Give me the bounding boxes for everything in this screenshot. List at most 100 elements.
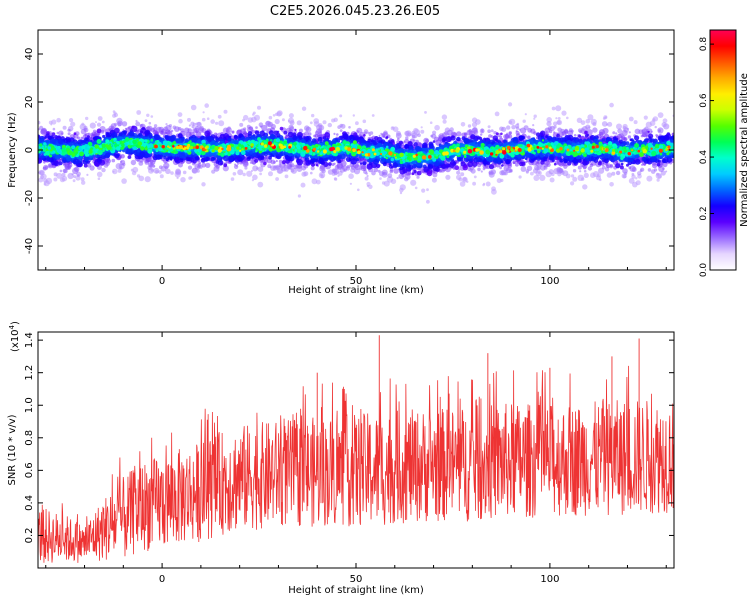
heatmap-cell xyxy=(236,162,240,165)
heatmap-cell xyxy=(378,134,381,137)
heatmap-cell xyxy=(215,160,220,164)
heatmap-cell xyxy=(654,125,657,129)
heatmap-cell xyxy=(518,175,522,179)
heatmap-cell xyxy=(254,158,259,163)
heatmap-cell xyxy=(512,161,516,165)
heatmap-cell xyxy=(609,182,614,187)
heatmap-cell xyxy=(82,139,87,144)
heatmap-cell xyxy=(206,117,210,120)
heatmap-cell xyxy=(270,165,276,171)
heatmap-cell xyxy=(53,160,58,166)
heatmap-cell xyxy=(261,124,268,132)
heatmap-cell xyxy=(150,115,154,118)
heatmap-cell xyxy=(503,134,509,140)
heatmap-cell xyxy=(653,168,658,172)
heatmap-cell xyxy=(449,162,455,169)
heatmap-cell xyxy=(310,166,315,171)
heatmap-cell xyxy=(546,121,552,127)
heatmap-cell xyxy=(115,163,123,170)
heatmap-cell xyxy=(165,168,171,175)
heatmap-cell xyxy=(404,176,409,182)
heatmap-cell xyxy=(507,134,513,139)
heatmap-cell xyxy=(414,186,418,190)
heatmap-cell xyxy=(215,133,218,136)
heatmap-cell xyxy=(472,181,476,186)
heatmap-cell xyxy=(80,177,85,182)
heatmap-cell xyxy=(314,133,319,138)
heatmap-cell xyxy=(151,164,155,168)
heatmap-cell xyxy=(158,170,162,174)
heatmap-cell xyxy=(386,176,394,183)
heatmap-cell xyxy=(487,129,491,133)
heatmap-cell xyxy=(607,121,613,127)
heatmap-cell xyxy=(81,180,86,185)
heatmap-cell xyxy=(348,126,351,129)
heatmap-cell xyxy=(187,165,193,170)
heatmap-cell xyxy=(87,135,90,139)
heatmap-cell xyxy=(195,130,199,133)
heatmap-cell xyxy=(293,164,298,170)
heatmap-cell xyxy=(357,188,360,192)
heatmap-cell xyxy=(175,168,181,175)
heatmap-cell xyxy=(657,127,664,134)
heatmap-cell xyxy=(577,128,583,133)
heatmap-cell xyxy=(421,188,426,193)
heatmap-cell xyxy=(342,165,348,171)
heatmap-cell xyxy=(387,173,393,179)
heatmap-cell xyxy=(62,168,67,173)
heatmap-cell xyxy=(487,125,491,129)
heatmap-cell xyxy=(431,133,437,139)
heatmap-cell xyxy=(354,164,361,171)
heatmap-cell xyxy=(272,114,276,117)
heatmap-cell xyxy=(561,110,567,116)
heatmap-cell xyxy=(477,163,482,168)
heatmap-cell xyxy=(53,172,58,177)
heatmap-cell xyxy=(308,132,312,136)
heatmap-cell xyxy=(456,131,462,137)
heatmap-cell xyxy=(45,177,53,185)
heatmap-cell xyxy=(446,129,453,136)
heatmap-cell xyxy=(555,105,562,112)
heatmap-cell xyxy=(166,130,173,137)
heatmap-cell xyxy=(617,128,623,134)
heatmap-cell xyxy=(327,122,332,128)
heatmap-cell xyxy=(429,121,433,124)
heatmap-cell xyxy=(69,118,74,123)
heatmap-cell xyxy=(399,191,403,195)
heatmap-cell xyxy=(281,118,285,122)
heatmap-cell xyxy=(371,170,376,176)
heatmap-cell xyxy=(420,126,423,129)
heatmap-cell xyxy=(609,164,613,169)
heatmap-cell xyxy=(112,168,118,175)
heatmap-cell xyxy=(480,133,483,136)
heatmap-cell xyxy=(626,127,629,130)
heatmap-cell xyxy=(182,170,187,175)
heatmap-cell xyxy=(283,166,289,172)
heatmap-cell xyxy=(471,127,478,134)
heatmap-cell xyxy=(331,118,336,123)
heatmap-cell xyxy=(461,176,468,183)
heatmap-cell xyxy=(444,131,448,136)
heatmap-cell xyxy=(535,170,542,177)
heatmap-cell xyxy=(58,158,62,162)
heatmap-cell xyxy=(38,120,41,125)
heatmap-cell xyxy=(148,121,152,125)
heatmap-cell xyxy=(278,164,282,168)
heatmap-cell xyxy=(616,123,622,130)
heatmap-cell xyxy=(278,163,281,166)
heatmap-cell xyxy=(301,106,307,111)
heatmap-cell xyxy=(367,131,371,135)
heatmap-cell xyxy=(548,169,554,175)
heatmap-cell xyxy=(254,130,260,135)
heatmap-cell xyxy=(288,124,294,130)
heatmap-cell xyxy=(499,166,502,170)
heatmap-cell xyxy=(153,124,158,128)
heatmap-cell xyxy=(579,170,582,173)
heatmap-cell xyxy=(381,133,386,138)
heatmap-cell xyxy=(530,171,534,176)
heatmap-cell xyxy=(316,124,323,131)
heatmap-cell xyxy=(62,125,67,130)
heatmap-cell xyxy=(223,136,227,140)
